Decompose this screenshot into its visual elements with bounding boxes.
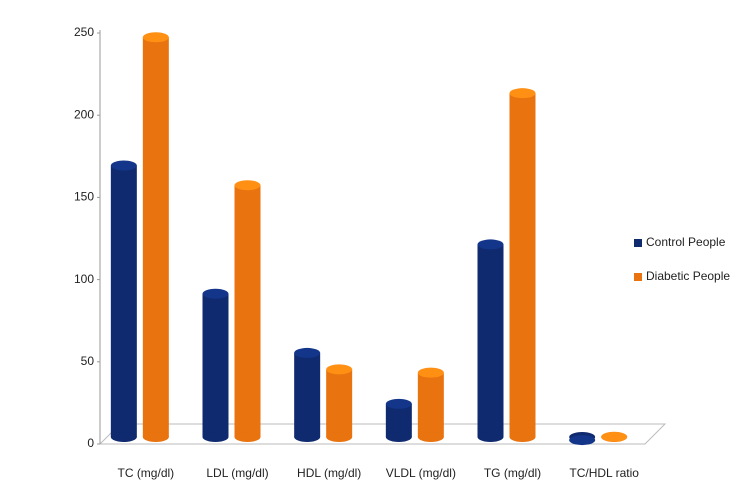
bar-cap <box>417 367 444 378</box>
bar-base <box>417 432 444 442</box>
bar <box>417 372 444 437</box>
bar <box>142 37 169 438</box>
y-tick-label: 150 <box>74 190 94 204</box>
bar <box>477 244 504 437</box>
x-tick-label: TC/HDL ratio <box>569 466 639 480</box>
legend-label: Control People <box>646 235 726 249</box>
bar <box>294 352 321 437</box>
bar-base <box>234 432 261 442</box>
bar <box>326 369 353 437</box>
bar-base <box>477 432 504 442</box>
bar-cap <box>202 288 229 299</box>
bar-base <box>142 432 169 442</box>
bar-base <box>110 432 137 442</box>
x-tick-label: HDL (mg/dl) <box>297 466 361 480</box>
x-tick-label: TC (mg/dl) <box>117 466 174 480</box>
bar-cap <box>142 32 169 43</box>
bar-base <box>385 432 412 442</box>
y-tick-label: 250 <box>74 25 94 39</box>
bar-cap <box>477 239 504 250</box>
legend-label: Diabetic People <box>646 269 730 283</box>
legend-swatch <box>634 273 642 281</box>
bar <box>509 93 536 438</box>
bar-cap <box>569 435 596 446</box>
y-tick-label: 200 <box>74 107 94 121</box>
bar-base <box>294 432 321 442</box>
bar-cap <box>234 180 261 191</box>
bar-base <box>326 432 353 442</box>
bar-cap <box>385 398 412 409</box>
bar-cap <box>326 364 353 375</box>
bar-cap <box>601 431 628 442</box>
bar <box>385 403 412 437</box>
y-tick-label: 0 <box>87 436 94 450</box>
y-tick-label: 50 <box>81 354 95 368</box>
bar <box>110 165 137 437</box>
y-tick-label: 100 <box>74 272 94 286</box>
bar <box>202 293 229 437</box>
bar-cap <box>110 160 137 171</box>
legend-swatch <box>634 239 642 247</box>
x-tick-label: VLDL (mg/dl) <box>386 466 456 480</box>
bar-base <box>509 432 536 442</box>
x-tick-label: TG (mg/dl) <box>484 466 541 480</box>
bar-cap <box>509 88 536 99</box>
bar-base <box>202 432 229 442</box>
bar <box>234 185 261 437</box>
bar-cap <box>294 347 321 358</box>
x-tick-label: LDL (mg/dl) <box>206 466 268 480</box>
